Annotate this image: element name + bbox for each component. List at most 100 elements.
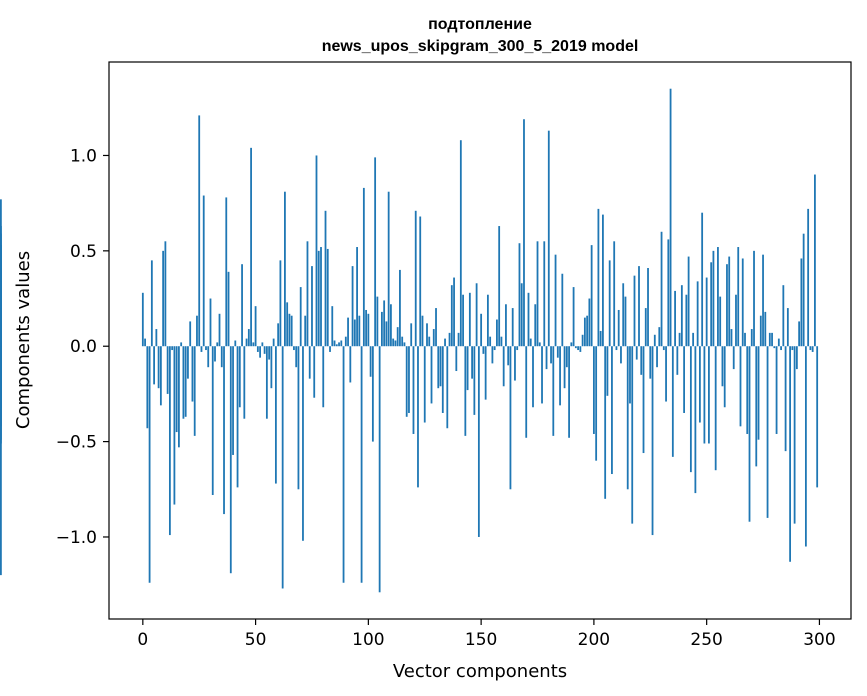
bar bbox=[775, 346, 778, 434]
bar bbox=[238, 346, 241, 408]
bar bbox=[392, 338, 395, 347]
bar bbox=[511, 308, 514, 347]
y-axis-label: Components values bbox=[13, 251, 34, 429]
bar bbox=[193, 346, 196, 436]
bar bbox=[178, 346, 180, 448]
bar bbox=[613, 241, 616, 347]
y-axis-ticks: −1.0 −0.5 0.0 0.5 1.0 bbox=[56, 146, 109, 548]
bar bbox=[561, 273, 564, 347]
bar bbox=[574, 346, 577, 349]
bar bbox=[261, 342, 264, 347]
bar bbox=[243, 346, 246, 419]
chart-title-line-2: news_upos_skipgram_300_5_2019 model bbox=[322, 38, 639, 55]
bar bbox=[581, 334, 584, 347]
chart-title-line-1: подтопление bbox=[428, 16, 532, 33]
bar bbox=[347, 317, 349, 347]
bar bbox=[286, 302, 289, 347]
bar bbox=[182, 346, 185, 419]
bar bbox=[514, 346, 516, 381]
bar bbox=[550, 346, 552, 364]
bar bbox=[205, 346, 207, 351]
bar bbox=[556, 346, 559, 358]
bar bbox=[484, 346, 487, 400]
bar bbox=[302, 346, 304, 541]
bar bbox=[216, 342, 219, 347]
bar bbox=[448, 332, 451, 347]
bar bbox=[290, 315, 293, 347]
bar bbox=[180, 342, 183, 347]
bar bbox=[209, 298, 212, 347]
bar bbox=[417, 346, 419, 488]
bar bbox=[378, 346, 381, 593]
bar bbox=[157, 346, 160, 389]
bar bbox=[232, 346, 234, 455]
bar bbox=[554, 254, 557, 347]
bar bbox=[732, 346, 735, 370]
bar bbox=[265, 346, 268, 419]
bar bbox=[676, 346, 679, 375]
bar bbox=[0, 346, 2, 576]
bar bbox=[644, 308, 647, 347]
x-tick-label: 250 bbox=[690, 630, 722, 650]
bar bbox=[331, 306, 334, 347]
bar bbox=[464, 346, 467, 436]
bar bbox=[462, 294, 464, 347]
bar bbox=[477, 346, 480, 537]
bar bbox=[615, 346, 618, 351]
bar bbox=[320, 247, 322, 347]
bar bbox=[229, 346, 232, 574]
bar bbox=[155, 329, 158, 347]
bar bbox=[631, 346, 634, 524]
bar bbox=[473, 346, 476, 415]
bar bbox=[225, 197, 228, 347]
bar bbox=[342, 346, 345, 583]
bar bbox=[293, 346, 295, 351]
bar bbox=[412, 346, 415, 434]
bar bbox=[252, 342, 255, 347]
bar bbox=[696, 281, 699, 347]
bar bbox=[766, 346, 769, 518]
bar bbox=[617, 309, 620, 347]
bar bbox=[583, 317, 586, 347]
bar bbox=[698, 346, 701, 423]
bar bbox=[281, 346, 284, 589]
bar bbox=[500, 336, 503, 347]
bar bbox=[288, 313, 291, 347]
bar bbox=[432, 329, 435, 347]
bar bbox=[714, 346, 717, 471]
bar bbox=[505, 304, 507, 347]
bar bbox=[750, 329, 753, 347]
bar bbox=[685, 294, 688, 347]
bar bbox=[356, 247, 358, 347]
bar bbox=[577, 346, 579, 351]
bar bbox=[773, 346, 776, 349]
bar bbox=[399, 269, 401, 347]
bar bbox=[642, 346, 645, 454]
bar bbox=[254, 306, 257, 347]
bar bbox=[529, 338, 532, 347]
bar bbox=[491, 346, 494, 364]
bar bbox=[730, 329, 733, 347]
bar bbox=[313, 346, 316, 398]
y-tick-label: −1.0 bbox=[56, 528, 97, 548]
bar bbox=[518, 243, 521, 347]
bar bbox=[250, 147, 252, 347]
bar bbox=[586, 315, 589, 347]
bar bbox=[629, 346, 631, 404]
bar bbox=[207, 346, 210, 368]
bar bbox=[735, 294, 737, 347]
bar bbox=[308, 346, 311, 379]
bar bbox=[423, 346, 426, 423]
bar bbox=[703, 346, 706, 444]
x-tick-label: 0 bbox=[137, 630, 148, 650]
bar bbox=[800, 258, 803, 347]
bar bbox=[689, 346, 692, 473]
bar bbox=[708, 346, 710, 444]
bar bbox=[509, 346, 512, 490]
bar bbox=[759, 315, 762, 347]
bar bbox=[414, 210, 417, 347]
bar bbox=[405, 346, 408, 417]
bar bbox=[595, 346, 598, 461]
bar bbox=[444, 338, 446, 347]
bar bbox=[640, 346, 643, 375]
